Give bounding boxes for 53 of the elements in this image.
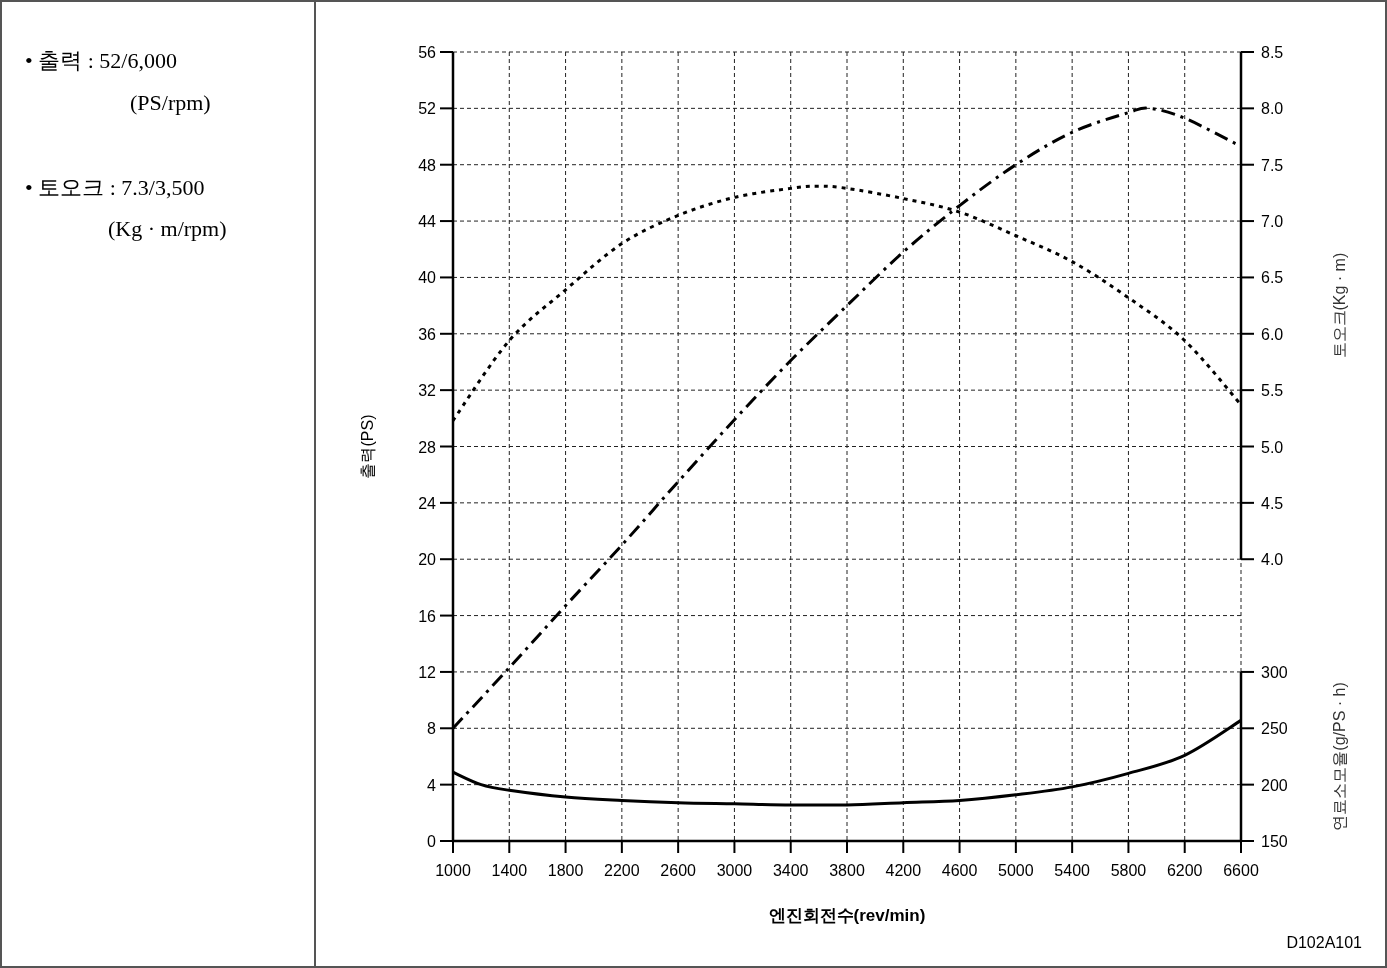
x-tick-label: 1000 xyxy=(435,862,471,879)
x-tick-label: 6200 xyxy=(1166,862,1203,879)
y-tick-label: 44 xyxy=(418,213,437,231)
y2-tick-label: 7.0 xyxy=(1261,213,1284,231)
y-tick-label: 32 xyxy=(418,382,437,400)
y-tick-label: 4 xyxy=(427,776,437,794)
x-tick-label: 2600 xyxy=(660,862,697,879)
text: (PS/rpm) xyxy=(130,90,211,115)
y-tick-label: 0 xyxy=(427,833,437,850)
y2-tick-label: 8.5 xyxy=(1261,44,1284,61)
y2-axis-title: 토오크(Kg · m) xyxy=(1331,252,1348,359)
x-tick-label: 5800 xyxy=(1110,862,1147,879)
y-tick-label: 52 xyxy=(418,100,437,118)
x-tick-label: 2200 xyxy=(604,862,640,879)
y-tick-label: 48 xyxy=(418,156,437,174)
y-tick-label: 12 xyxy=(418,663,437,681)
y2-tick-label: 5.5 xyxy=(1261,382,1284,400)
y2-tick-label: 4.5 xyxy=(1261,494,1284,512)
x-tick-label: 6600 xyxy=(1223,862,1259,879)
y-tick-label: 56 xyxy=(418,44,437,61)
y2-tick-label: 6.0 xyxy=(1261,325,1284,343)
y-tick-label: 20 xyxy=(418,551,437,569)
y3-tick-label: 150 xyxy=(1261,833,1288,850)
y3-axis-title: 연료소모율(g/PS · h) xyxy=(1331,682,1348,831)
x-tick-label: 4600 xyxy=(941,862,978,879)
y2-tick-label: 5.0 xyxy=(1261,438,1284,456)
y2-tick-label: 8.0 xyxy=(1261,100,1284,118)
x-tick-label: 3400 xyxy=(772,862,809,879)
x-tick-label: 1400 xyxy=(491,862,528,879)
y2-tick-label: 7.5 xyxy=(1261,156,1284,174)
text: • 출력 : 52/6,000 xyxy=(25,48,177,73)
y2-tick-label: 4.0 xyxy=(1261,551,1284,569)
y2-tick-label: 6.5 xyxy=(1261,269,1284,287)
x-axis-title: 엔진회전수(rev/min) xyxy=(768,906,926,925)
text: (Kg · m/rpm) xyxy=(108,216,227,241)
y-tick-label: 28 xyxy=(418,438,437,456)
y3-tick-label: 300 xyxy=(1261,663,1288,681)
y-axis-title: 출력(PS) xyxy=(359,414,376,479)
y-tick-label: 16 xyxy=(418,607,437,625)
x-tick-label: 5400 xyxy=(1054,862,1091,879)
text: D102A101 xyxy=(1286,934,1363,951)
x-tick-label: 3800 xyxy=(829,862,865,879)
y-tick-label: 36 xyxy=(418,325,437,343)
y3-tick-label: 250 xyxy=(1261,720,1288,738)
y-tick-label: 40 xyxy=(418,269,437,287)
text: • 토오크 : 7.3/3,500 xyxy=(25,175,205,200)
y3-tick-label: 200 xyxy=(1261,776,1288,794)
y-tick-label: 8 xyxy=(427,720,437,738)
x-tick-label: 4200 xyxy=(885,862,922,879)
x-tick-label: 5000 xyxy=(998,862,1034,879)
x-tick-label: 3000 xyxy=(716,862,753,879)
y-tick-label: 24 xyxy=(418,494,437,512)
x-tick-label: 1800 xyxy=(547,862,584,879)
